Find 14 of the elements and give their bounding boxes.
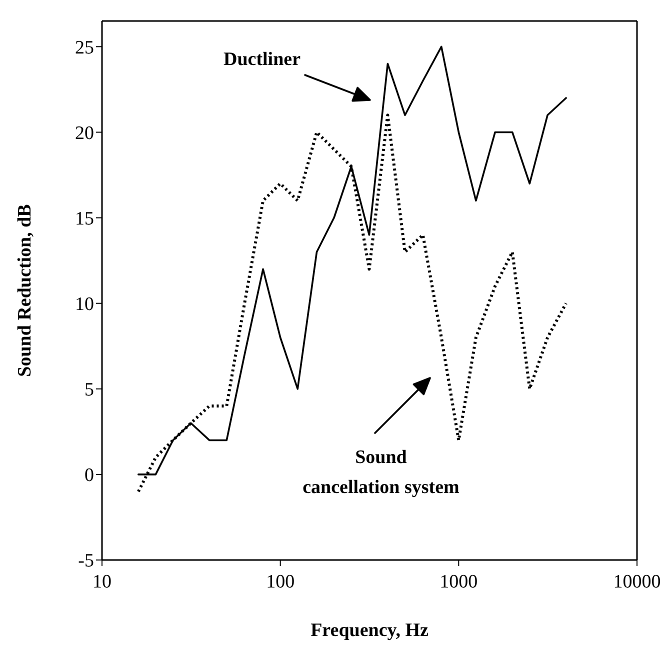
y-tick-label: -5 <box>78 550 94 572</box>
x-tick-label: 1000 <box>440 571 478 592</box>
y-tick-label: 10 <box>75 294 94 316</box>
y-tick-label: 20 <box>75 122 94 144</box>
x-tick-label: 10000 <box>613 571 661 592</box>
y-tick-label: 15 <box>75 208 94 230</box>
y-axis-title: Sound Reduction, dB <box>14 204 36 377</box>
x-tick-label: 100 <box>266 571 295 592</box>
annotation: Sound cancellation system <box>302 447 460 498</box>
y-tick-label: 0 <box>84 465 94 486</box>
y-tick-label: 25 <box>75 37 94 58</box>
x-axis-title: Frequency, Hz <box>310 620 429 641</box>
annotation: Ductliner <box>223 49 302 70</box>
y-tick-label: 5 <box>84 380 94 401</box>
